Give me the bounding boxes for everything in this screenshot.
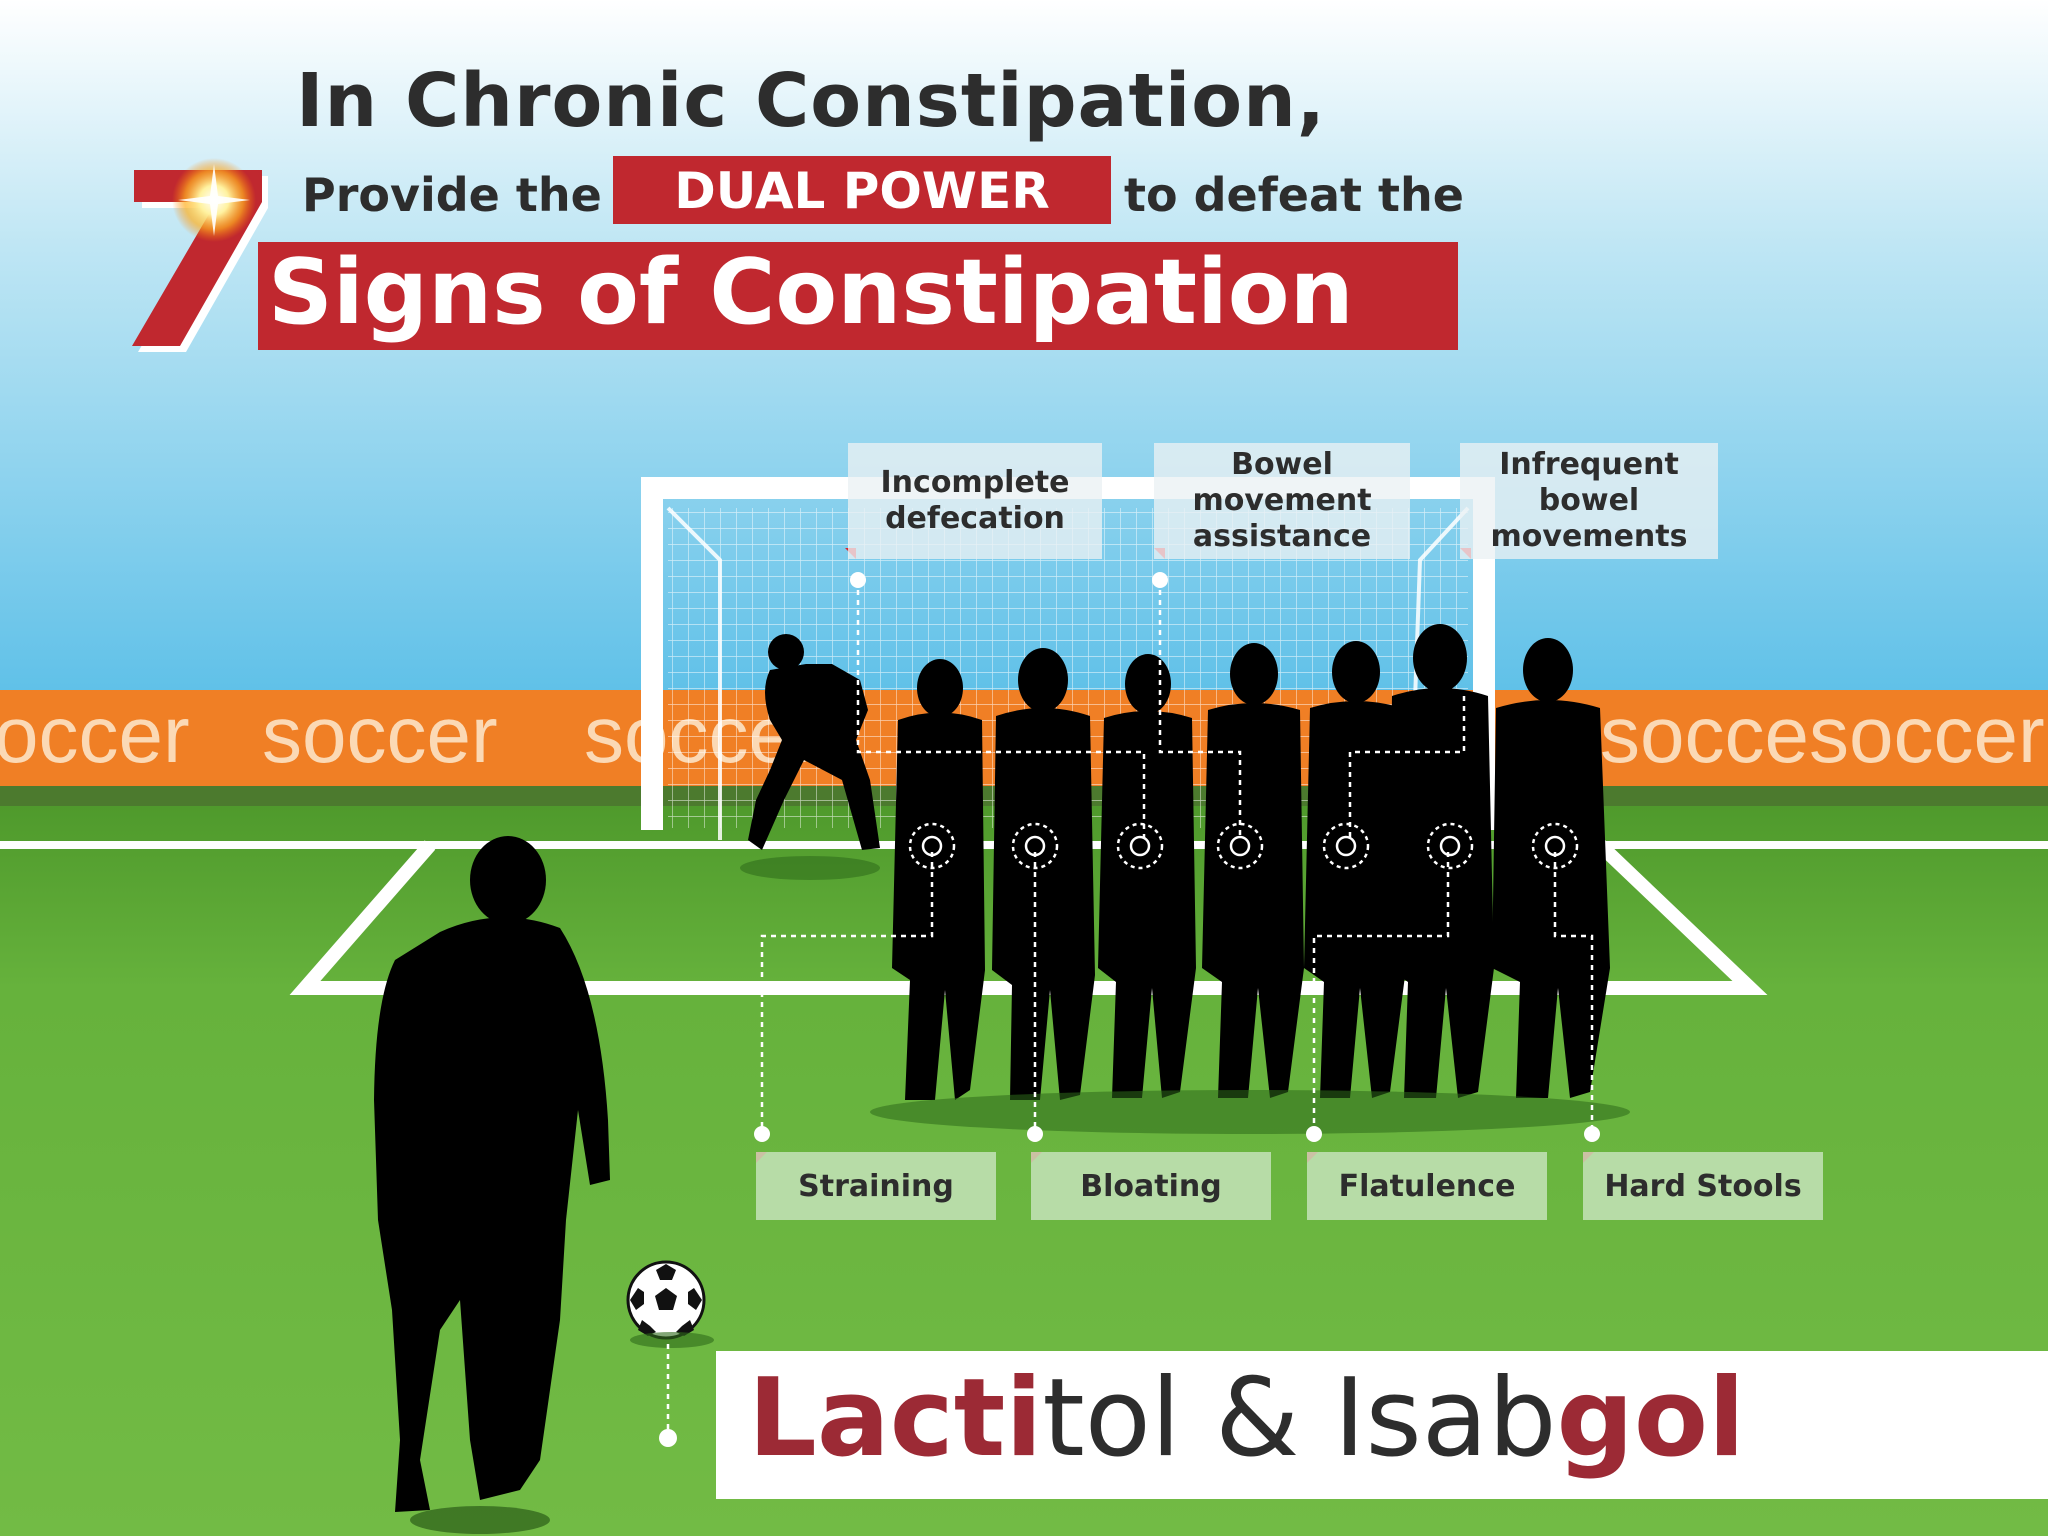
connector-dot [1584, 1126, 1600, 1142]
signs-banner-background [258, 242, 1458, 350]
headline-line-2-prefix: Provide the [302, 168, 602, 222]
target-marker [1116, 822, 1164, 870]
target-marker [1216, 822, 1264, 870]
banner-word: occer [0, 690, 190, 779]
player-silhouette [1388, 624, 1494, 1098]
connector-endpoints [659, 572, 1600, 1447]
sign-label-infrequent-bowel-movements: Infrequent bowel movements [1460, 443, 1718, 559]
product-banner [716, 1351, 2048, 1499]
banner-word: soccesoccer [1600, 690, 2045, 779]
sign-label-incomplete-defecation: Incomplete defecation [848, 443, 1102, 559]
connector-dot [1306, 1126, 1322, 1142]
product-name-part-1: Lacti [748, 1356, 1043, 1481]
target-marker [1322, 822, 1370, 870]
target-marker [1426, 822, 1474, 870]
player-silhouette [892, 659, 985, 1100]
target-markers [908, 822, 1579, 870]
kicker-silhouette [374, 836, 610, 1534]
player-silhouette [1492, 638, 1610, 1098]
connector-dot [850, 572, 866, 588]
signs-title: Signs of Constipation [268, 240, 1354, 345]
player-silhouette [1304, 641, 1406, 1098]
sparkle-icon [172, 158, 256, 242]
headline-line-1: In Chronic Constipation, [296, 58, 1326, 144]
connector-dot [1152, 572, 1168, 588]
sign-label-straining: Straining [756, 1152, 996, 1220]
connector-dot [1027, 1126, 1043, 1142]
connector-lines [666, 580, 1594, 1436]
connector-dot [754, 1126, 770, 1142]
sign-label-hard-stools: Hard Stools [1583, 1152, 1823, 1220]
player-silhouette [1098, 654, 1196, 1098]
soccer-ball-icon [626, 1260, 706, 1340]
player-shadows [740, 856, 1630, 1134]
goalkeeper-silhouette [748, 634, 880, 850]
product-name-part-2: tol & Isab [1042, 1356, 1557, 1481]
target-marker [1011, 822, 1059, 870]
dual-power-badge: DUAL POWER [613, 156, 1111, 224]
banner-word: soccer [262, 690, 498, 779]
ball-shadow [630, 1332, 714, 1348]
headline-line-2-suffix: to defeat the [1124, 168, 1464, 222]
sign-label-bloating: Bloating [1031, 1152, 1271, 1220]
target-marker [1531, 822, 1579, 870]
product-name-part-3: gol [1556, 1356, 1746, 1481]
player-silhouette [992, 648, 1095, 1100]
connector-dot [659, 1429, 677, 1447]
product-name: Lactitol & Isabgol [748, 1344, 1745, 1494]
sign-label-bowel-movement-assistance: Bowel movement assistance [1154, 443, 1410, 559]
sign-label-flatulence: Flatulence [1307, 1152, 1547, 1220]
player-silhouette [1202, 643, 1304, 1098]
player-wall-silhouettes [892, 624, 1610, 1100]
target-marker [908, 822, 956, 870]
